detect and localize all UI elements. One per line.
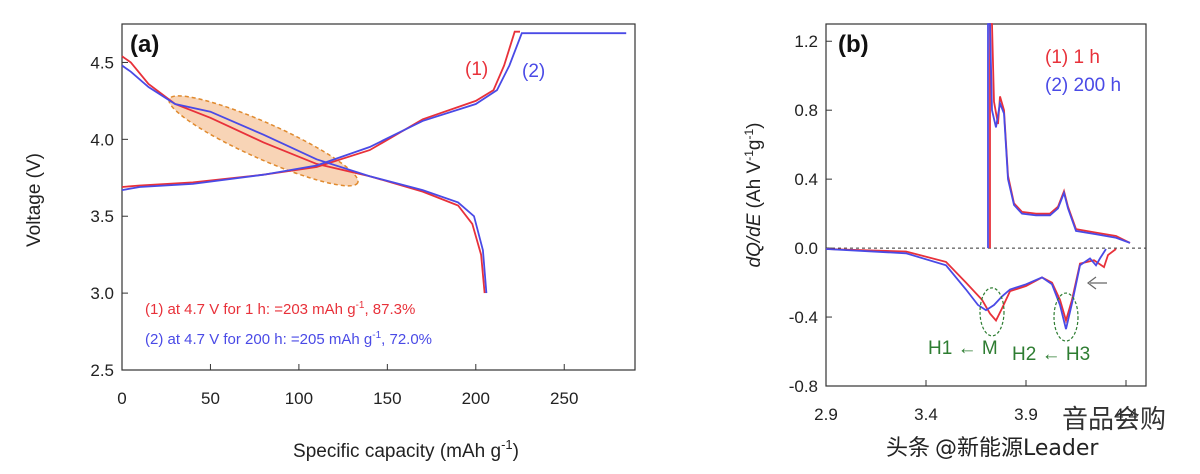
panel-b-label: (b)	[838, 31, 869, 58]
y-tick-label: 1.2	[794, 32, 818, 51]
annotation-h1-m: H1 ← M	[928, 338, 998, 359]
panel-b-ylabel: dQ/dE (Ah V-1g-1)	[742, 123, 765, 268]
y-tick-label: 0.8	[794, 101, 818, 120]
y-tick-label: -0.4	[789, 308, 818, 327]
panel-a-xlabel: Specific capacity (mAh g-1)	[293, 437, 519, 462]
panel-a-ylabel: Voltage (V)	[24, 153, 45, 247]
panel-b-frame	[825, 23, 1147, 387]
x-tick-label: 2.9	[814, 405, 838, 424]
x-tick-label: 200	[462, 389, 490, 408]
y-tick-label: -0.8	[789, 377, 818, 396]
legend-1: (1) 1 h	[1045, 47, 1100, 68]
y-tick-label: 4.5	[90, 53, 114, 72]
x-tick-label: 50	[201, 389, 220, 408]
x-tick-label: 0	[117, 389, 126, 408]
annotation-2: (2) at 4.7 V for 200 h: =205 mAh g-1, 72…	[145, 330, 432, 348]
arrow-head	[1087, 276, 1097, 290]
series-1-label: (1)	[465, 59, 488, 80]
series-2-label: (2)	[522, 61, 545, 82]
series-2-discharge-line	[121, 64, 488, 294]
x-tick-label: 3.4	[914, 405, 938, 424]
series-2-charge-line	[121, 32, 627, 191]
y-tick-label: 4.0	[90, 130, 114, 149]
watermark-text-2: @新能源Leader	[935, 436, 1099, 461]
peak-marker-1	[979, 287, 1005, 337]
highlight-ellipse	[168, 95, 359, 187]
panel-a: (a) 0 50 100 150 200 250 2.5 3.0 3.5 4.0 4.5 Volta…	[24, 23, 636, 462]
y-tick-label: 2.5	[90, 361, 114, 380]
watermark-text-1: 头条	[886, 436, 930, 461]
dqde-series-2-discharge	[825, 248, 1107, 330]
panel-b: (b) 2.9 3.4 3.9 4.4 1.2 0.8 0.4 0.0 -0.4 -0.8 dQ/…	[742, 23, 1147, 424]
x-tick-label: 150	[373, 389, 401, 408]
dqde-series-2-charge	[987, 23, 1131, 249]
series-1-discharge-line	[121, 55, 486, 294]
x-tick-label: 250	[550, 389, 578, 408]
legend-2: (2) 200 h	[1045, 75, 1121, 96]
panel-a-frame	[121, 23, 636, 371]
y-tick-label: 3.5	[90, 207, 114, 226]
y-tick-label: 3.0	[90, 284, 114, 303]
dqde-series-1-discharge	[825, 248, 1117, 324]
watermark-logo: 音品会购	[1062, 405, 1166, 435]
peak-marker-2	[1053, 292, 1079, 342]
annotation-1: (1) at 4.7 V for 1 h: =203 mAh g-1, 87.3…	[145, 300, 415, 318]
x-tick-label: 100	[285, 389, 313, 408]
x-tick-label: 3.9	[1014, 405, 1038, 424]
y-tick-label: 0.4	[794, 170, 818, 189]
watermark: 头条 @新能源Leader 音品会购	[886, 405, 1166, 461]
y-tick-label: 0.0	[794, 239, 818, 258]
annotation-h2-h3: H2 ← H3	[1012, 344, 1090, 365]
x-tick-label: 4.4	[1114, 405, 1138, 424]
panel-a-label: (a)	[130, 31, 159, 58]
